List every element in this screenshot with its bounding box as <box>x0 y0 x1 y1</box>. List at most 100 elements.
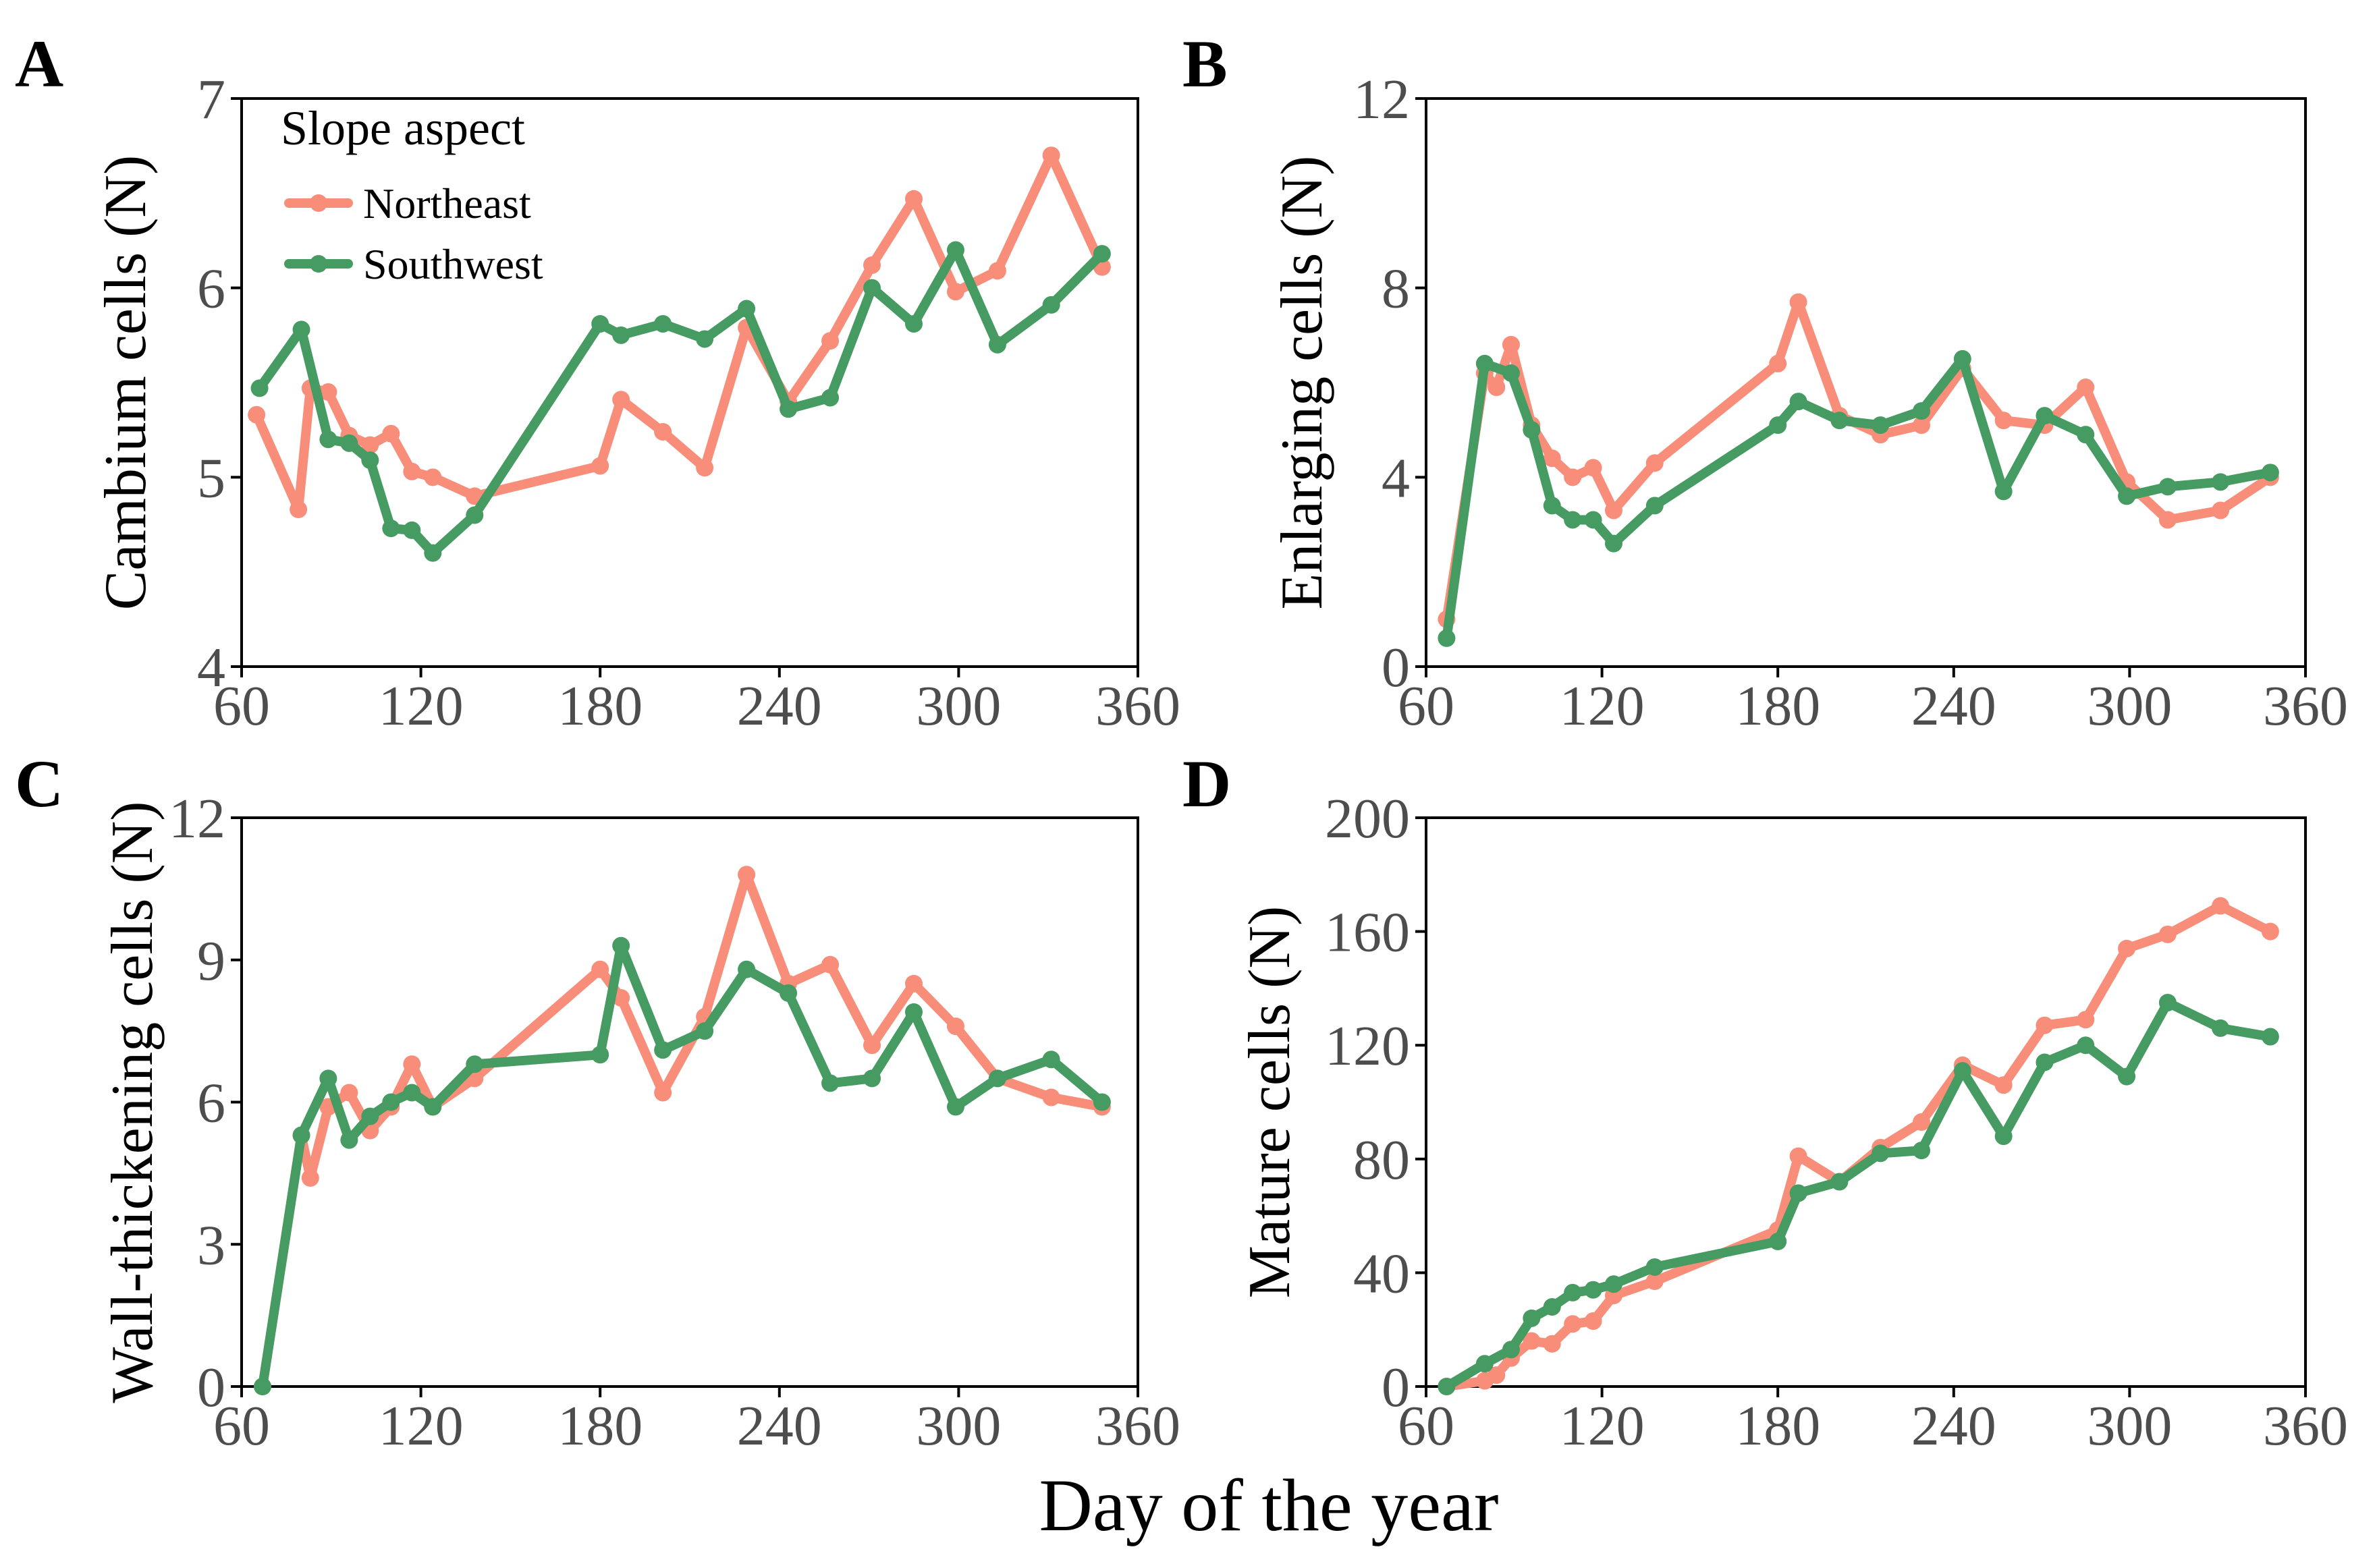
data-point-southwest <box>403 1084 421 1102</box>
data-point-northeast <box>1487 379 1506 397</box>
series-northeast <box>253 866 1111 1395</box>
data-point-southwest <box>2118 1067 2136 1086</box>
x-tick-label: 300 <box>916 675 1001 737</box>
series-line-northeast <box>1442 901 2275 1391</box>
y-tick-label: 12 <box>169 787 225 850</box>
data-point-southwest <box>1584 1281 1602 1299</box>
data-point-southwest <box>1994 482 2013 501</box>
data-point-southwest <box>1523 421 1541 439</box>
data-point-southwest <box>946 1098 964 1116</box>
x-tick-label: 60 <box>213 1395 270 1457</box>
series-southwest <box>1438 349 2279 647</box>
y-tick-label: 3 <box>197 1214 225 1277</box>
data-point-southwest <box>319 1069 337 1088</box>
data-point-northeast <box>424 468 442 486</box>
data-point-northeast <box>2077 1011 2095 1029</box>
x-tick-label: 180 <box>1735 1395 1820 1457</box>
data-point-southwest <box>1475 354 1494 372</box>
x-tick-label: 240 <box>1911 675 1996 737</box>
x-tick-label: 240 <box>1911 1395 1996 1457</box>
data-point-northeast <box>946 1017 964 1036</box>
data-point-northeast <box>248 405 266 424</box>
legend-label-northeast: Northeast <box>363 179 531 227</box>
data-point-southwest <box>340 1131 358 1149</box>
data-point-southwest <box>340 434 358 452</box>
x-tick-label: 60 <box>1398 1395 1454 1457</box>
plot-frame <box>1425 97 2307 668</box>
series-line-southwest <box>1442 354 2275 643</box>
y-tick-label: 0 <box>197 1356 225 1419</box>
data-point-northeast <box>1502 335 1520 354</box>
data-point-southwest <box>863 279 881 297</box>
data-point-northeast <box>2212 897 2230 915</box>
legend-marker-southwest <box>310 255 327 273</box>
y-axis-title: Cambium cells (N) <box>93 155 159 611</box>
data-point-southwest <box>738 960 756 978</box>
data-point-southwest <box>1502 364 1520 382</box>
x-tick-label: 360 <box>2263 1395 2348 1457</box>
y-tick-label: 6 <box>197 1072 225 1135</box>
data-point-northeast <box>1994 1076 2013 1094</box>
series-line-southwest <box>1442 998 2275 1391</box>
series-line-southwest <box>258 941 1107 1391</box>
x-tick-label: 180 <box>557 1395 643 1457</box>
plot-frame <box>240 816 1139 1388</box>
data-point-southwest <box>1438 1378 1456 1395</box>
x-tick-label: 360 <box>1095 1395 1180 1457</box>
data-point-northeast <box>340 1084 358 1102</box>
data-point-northeast <box>361 436 379 454</box>
data-point-southwest <box>988 335 1006 354</box>
series-line-southwest <box>254 245 1107 558</box>
data-point-southwest <box>1953 349 1971 368</box>
data-point-southwest <box>1564 511 1582 529</box>
data-point-southwest <box>1769 416 1787 435</box>
data-point-southwest <box>2118 487 2136 505</box>
data-point-northeast <box>821 955 840 974</box>
x-tick-label: 180 <box>1735 675 1820 737</box>
data-point-southwest <box>292 320 310 339</box>
series-southwest <box>1438 993 2279 1395</box>
data-point-northeast <box>1913 416 1931 435</box>
data-point-southwest <box>1438 629 1456 647</box>
series-northeast <box>1438 293 2279 628</box>
legend-label-southwest: Southwest <box>363 240 543 288</box>
y-tick-label: 0 <box>1382 1356 1410 1419</box>
data-point-southwest <box>1872 1144 1890 1163</box>
data-point-northeast <box>2036 1016 2054 1034</box>
panel-b: B 60 120 180 240 300 360 0 4 8 12 Enlarging cells (… <box>1182 26 2348 737</box>
data-point-southwest <box>1769 1233 1787 1251</box>
data-point-southwest <box>1502 1341 1520 1359</box>
data-point-southwest <box>1789 1184 1807 1202</box>
data-point-southwest <box>988 1069 1006 1088</box>
data-point-southwest <box>780 984 798 1002</box>
data-point-southwest <box>2158 993 2177 1011</box>
y-tick-label: 8 <box>1382 258 1410 320</box>
data-point-southwest <box>1523 1309 1541 1327</box>
data-point-northeast <box>988 262 1006 280</box>
shared-x-axis-title: Day of the year <box>1039 1464 1498 1546</box>
data-point-southwest <box>1543 497 1561 515</box>
x-tick-label: 180 <box>557 675 643 737</box>
data-point-southwest <box>2036 1053 2054 1071</box>
y-tick-label: 4 <box>1382 447 1410 509</box>
data-point-southwest <box>253 1378 271 1395</box>
x-tick-label: 300 <box>916 1395 1001 1457</box>
panel-letter: C <box>15 746 63 821</box>
data-point-southwest <box>403 521 421 539</box>
data-point-southwest <box>1543 1297 1561 1316</box>
data-point-northeast <box>905 974 923 992</box>
x-tick-label: 60 <box>1398 675 1454 737</box>
data-point-northeast <box>382 424 400 443</box>
data-point-northeast <box>2261 922 2279 941</box>
y-tick-label: 6 <box>197 258 225 320</box>
y-tick-label: 200 <box>1325 787 1410 850</box>
data-point-northeast <box>591 457 609 475</box>
data-point-northeast <box>1769 354 1787 372</box>
y-tick-label: 4 <box>197 636 225 699</box>
data-point-southwest <box>466 1055 484 1073</box>
data-point-southwest <box>612 326 630 344</box>
series-northeast <box>1438 897 2279 1395</box>
data-point-southwest <box>1645 1258 1664 1276</box>
data-point-southwest <box>2212 1019 2230 1037</box>
data-point-northeast <box>1543 449 1561 468</box>
